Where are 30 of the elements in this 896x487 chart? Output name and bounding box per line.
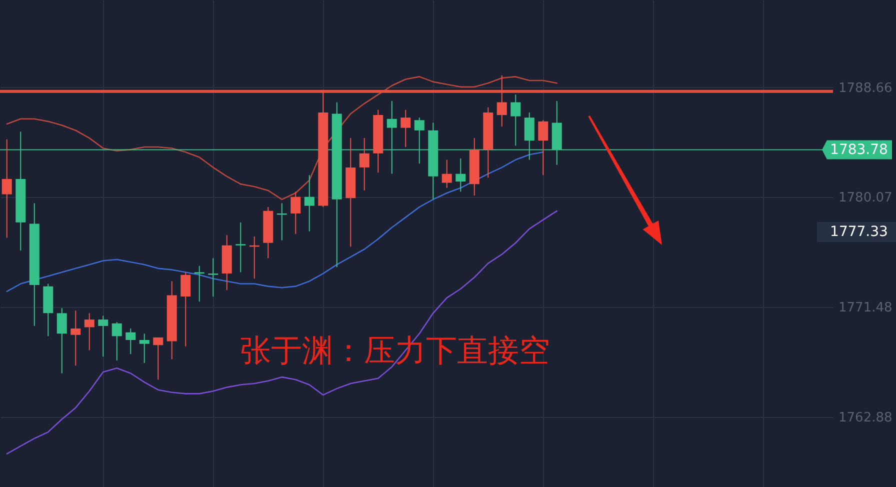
candlestick	[153, 336, 164, 380]
candlestick	[2, 138, 12, 238]
candlestick	[56, 308, 67, 374]
candlestick	[442, 159, 452, 188]
y-tick-label: 1788.66	[838, 80, 892, 96]
candlestick	[180, 272, 191, 347]
candlestick	[70, 310, 81, 366]
candlestick	[496, 74, 507, 128]
candlestick	[304, 174, 314, 232]
candlestick	[359, 138, 370, 191]
y-tick-label: 1780.07	[838, 190, 892, 206]
candlestick	[112, 322, 122, 361]
candlestick	[510, 94, 521, 146]
candlestick	[98, 315, 108, 358]
candlestick	[139, 333, 150, 364]
ref-line-label: 1783.78	[830, 142, 888, 158]
candlestick	[400, 109, 411, 148]
candlestick	[84, 312, 94, 351]
line-series	[6, 151, 544, 292]
candlestick	[538, 120, 548, 176]
candlestick	[126, 328, 136, 355]
line-series	[6, 76, 558, 200]
line-series	[6, 210, 558, 454]
candlestick	[290, 191, 301, 234]
y-tick-label: 1762.88	[838, 410, 892, 426]
candlestick	[236, 222, 246, 273]
y-tick-label: 1771.48	[838, 300, 892, 316]
candlestick	[456, 158, 466, 192]
text: 1777.33	[830, 224, 888, 240]
candlestick	[208, 258, 218, 298]
